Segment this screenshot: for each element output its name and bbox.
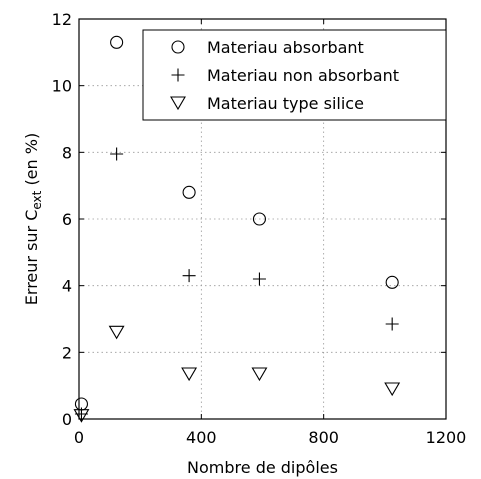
data-point-circle: [110, 35, 124, 49]
legend-item: Materiau absorbant: [171, 38, 364, 57]
y-axis-label: Erreur sur Cext (en %): [22, 133, 44, 305]
x-tick-label: 400: [186, 428, 217, 447]
data-point-plus: [182, 269, 196, 283]
legend-box: [142, 29, 447, 121]
y-tick-label: 2: [62, 343, 72, 362]
data-point-plus: [110, 147, 124, 161]
y-axis-label-unit: (en %): [22, 133, 41, 191]
legend-marker-circle: [171, 40, 185, 54]
legend-label: Materiau absorbant: [207, 38, 364, 57]
y-axis-label-main: Erreur sur C: [22, 210, 41, 306]
y-tick-label: 8: [62, 143, 72, 162]
x-axis-label: Nombre de dipôles: [187, 458, 338, 477]
y-tick-label: 0: [62, 410, 72, 429]
legend-items: Materiau absorbant Materiau non absorbant…: [170, 38, 399, 113]
y-axis-label-subscript: ext: [30, 190, 44, 209]
data-point-triangle-down: [384, 382, 401, 397]
legend-item: Materiau type silice: [170, 94, 364, 113]
y-tick-label: 6: [62, 210, 72, 229]
data-point-triangle-down: [251, 367, 268, 382]
legend: Materiau absorbant Materiau non absorbant…: [142, 29, 447, 121]
data-point-circle: [385, 275, 399, 289]
data-point-plus: [385, 317, 399, 331]
axis-ticks: 0 400 800 1200 0 2 4 6 8 10 12: [52, 10, 467, 447]
data-point-circle: [182, 185, 196, 199]
x-tick-label: 0: [74, 428, 84, 447]
y-tick-label: 4: [62, 277, 72, 296]
y-tick-label: 12: [52, 10, 72, 29]
legend-label: Materiau type silice: [207, 94, 364, 113]
data-point-triangle-down: [181, 367, 198, 382]
y-tick-label: 10: [52, 77, 72, 96]
x-tick-label: 800: [308, 428, 339, 447]
legend-marker-plus: [171, 68, 185, 82]
legend-label: Materiau non absorbant: [207, 66, 399, 85]
data-markers: [73, 35, 401, 423]
data-point-plus: [252, 272, 266, 286]
legend-item: Materiau non absorbant: [171, 66, 399, 85]
grid-lines: [79, 19, 446, 419]
data-point-triangle-down: [108, 325, 125, 340]
data-point-circle: [252, 212, 266, 226]
x-tick-label: 1200: [426, 428, 467, 447]
data-point-triangle-down: [73, 409, 90, 423]
legend-marker-triangle-down: [170, 96, 186, 111]
